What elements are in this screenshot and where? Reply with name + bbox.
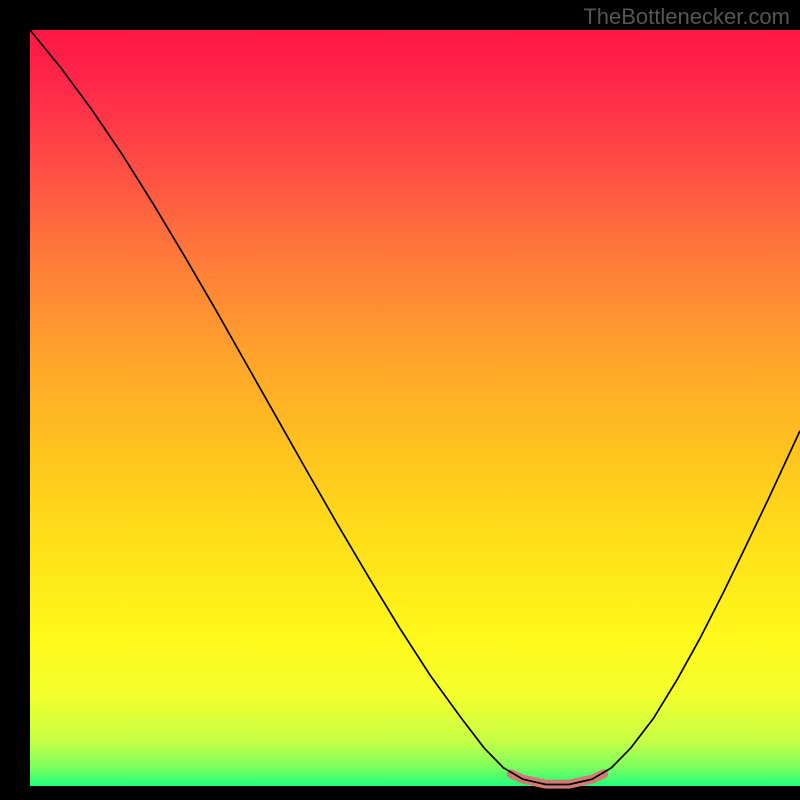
chart-canvas: TheBottlenecker.com <box>0 0 800 800</box>
bottleneck-chart <box>0 0 800 800</box>
watermark-text: TheBottlenecker.com <box>583 4 790 30</box>
plot-background <box>30 30 800 786</box>
